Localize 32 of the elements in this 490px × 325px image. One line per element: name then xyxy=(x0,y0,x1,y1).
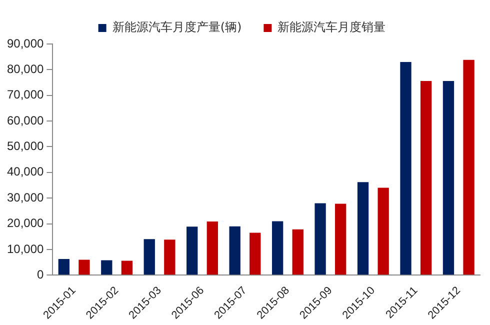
bar xyxy=(314,203,326,275)
bar xyxy=(206,221,218,275)
legend-label: 新能源汽车月度销量 xyxy=(278,20,386,34)
y-tick-label: 70,000 xyxy=(7,88,44,102)
y-tick-label: 10,000 xyxy=(7,242,44,256)
bar xyxy=(58,258,70,275)
bar xyxy=(121,260,133,275)
bar xyxy=(400,62,412,275)
y-tick-label: 50,000 xyxy=(7,139,44,154)
y-tick-label: 80,000 xyxy=(7,62,44,76)
bar xyxy=(442,80,454,275)
bar xyxy=(292,229,304,275)
legend-label: 新能源汽车月度产量(辆) xyxy=(112,20,242,34)
y-tick-label: 60,000 xyxy=(7,113,44,128)
bar xyxy=(378,188,389,275)
bar xyxy=(101,260,112,275)
bar xyxy=(78,260,90,275)
bar xyxy=(420,80,432,275)
y-tick-label: 40,000 xyxy=(7,164,44,179)
bar xyxy=(229,226,240,275)
bar xyxy=(144,239,155,275)
y-tick-label: 30,000 xyxy=(7,190,44,204)
bar xyxy=(164,240,176,275)
bar xyxy=(463,60,474,275)
y-tick-label: 0 xyxy=(37,267,44,282)
bar xyxy=(357,182,369,275)
bar xyxy=(272,221,284,275)
bar xyxy=(186,226,198,275)
y-tick-label: 20,000 xyxy=(7,216,44,230)
bar xyxy=(250,232,261,275)
y-tick-label: 90,000 xyxy=(7,36,44,50)
bar xyxy=(335,204,346,275)
